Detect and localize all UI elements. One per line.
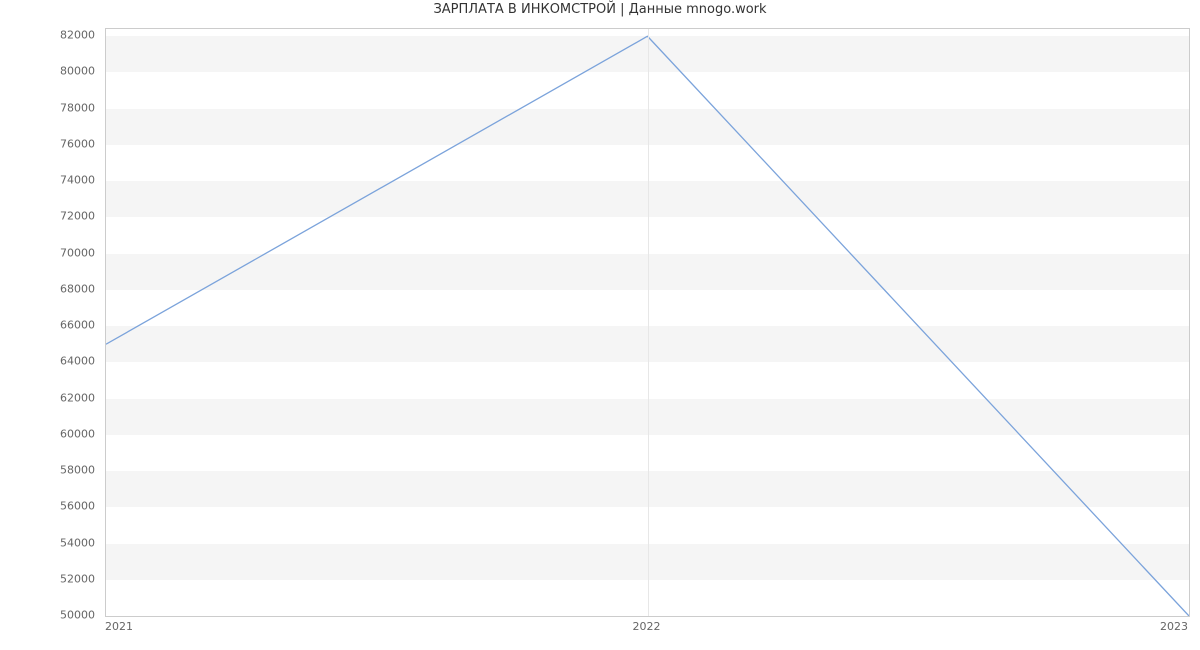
x-tick-label: 2023 [1160, 620, 1188, 633]
y-tick-label: 70000 [45, 246, 95, 259]
y-tick-label: 64000 [45, 355, 95, 368]
y-tick-label: 82000 [45, 29, 95, 42]
y-tick-label: 50000 [45, 609, 95, 622]
y-tick-label: 74000 [45, 174, 95, 187]
y-tick-label: 52000 [45, 572, 95, 585]
y-tick-label: 54000 [45, 536, 95, 549]
y-tick-label: 56000 [45, 500, 95, 513]
y-tick-label: 78000 [45, 101, 95, 114]
chart-title: ЗАРПЛАТА В ИНКОМСТРОЙ | Данные mnogo.wor… [0, 2, 1200, 17]
y-tick-label: 62000 [45, 391, 95, 404]
y-tick-label: 58000 [45, 464, 95, 477]
y-tick-label: 60000 [45, 427, 95, 440]
y-tick-label: 68000 [45, 282, 95, 295]
x-tick-label: 2022 [633, 620, 661, 633]
x-tick-label: 2021 [105, 620, 133, 633]
grid-vline [648, 29, 649, 616]
y-tick-label: 76000 [45, 137, 95, 150]
y-tick-label: 80000 [45, 65, 95, 78]
y-tick-label: 72000 [45, 210, 95, 223]
y-tick-label: 66000 [45, 319, 95, 332]
plot-area [105, 28, 1190, 617]
